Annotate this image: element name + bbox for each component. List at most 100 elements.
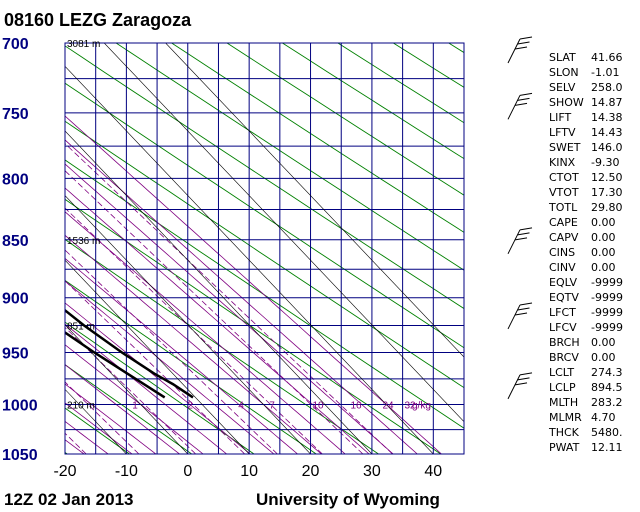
- index-value: 0.00: [591, 351, 616, 364]
- mixing-ratio-label: 4: [238, 401, 244, 412]
- index-value: -9999: [591, 321, 623, 334]
- index-row: SLAT 41.66: [549, 50, 629, 65]
- index-row: LFCT -9999: [549, 305, 629, 320]
- index-value: 14.87: [591, 96, 623, 109]
- index-row: CAPE 0.00: [549, 215, 629, 230]
- index-value: 283.2: [591, 396, 623, 409]
- index-row: SWET 146.0: [549, 140, 629, 155]
- index-value: -9999: [591, 291, 623, 304]
- dry-adiabat-line: [282, 43, 464, 160]
- wind-barb: [507, 372, 533, 400]
- index-value: 0.00: [591, 261, 616, 274]
- dry-adiabat-line: [65, 279, 317, 454]
- moist-adiabat-line: [65, 211, 346, 454]
- height-label: 210 m: [67, 401, 95, 412]
- index-row: MLMR 4.70: [549, 410, 629, 425]
- mixing-ratio-label: g/kg: [412, 401, 431, 412]
- index-value: 12.11: [591, 441, 623, 454]
- index-key: THCK: [549, 426, 579, 439]
- index-row: LIFT 14.38: [549, 110, 629, 125]
- index-key: CTOT: [549, 171, 579, 184]
- isotherm-line: [65, 324, 189, 454]
- temperature-tick-label: 20: [302, 463, 320, 480]
- index-row: SELV 258.0: [549, 80, 629, 95]
- isotherm-line: [65, 65, 434, 454]
- index-key: VTOT: [549, 186, 579, 199]
- height-label: 3081 m: [67, 39, 100, 50]
- grid-lines: [65, 43, 464, 454]
- observation-time: 12Z 02 Jan 2013: [4, 490, 134, 509]
- pressure-tick-label: 850: [2, 233, 29, 250]
- pressure-tick-label: 750: [2, 106, 29, 123]
- pressure-tick-label: 900: [2, 291, 29, 308]
- index-row: KINX -9.30: [549, 155, 629, 170]
- mixing-ratio-label: 32: [404, 401, 416, 412]
- index-key: EQLV: [549, 276, 578, 289]
- chart-labels: 700 750 800 850 900 950 1000 1050 -20 -10 0 10 20 30 4…: [2, 36, 442, 480]
- isotherm-line: [65, 259, 250, 454]
- mixing-ratio-line: [65, 249, 278, 454]
- temperature-tick-label: 40: [424, 463, 442, 480]
- index-row: CINV 0.00: [549, 260, 629, 275]
- index-key: LCLT: [549, 366, 575, 379]
- dry-adiabat-line: [65, 364, 192, 454]
- mixing-ratio-line: [65, 170, 364, 454]
- index-value: -1.01: [591, 66, 620, 79]
- index-row: LCLT 274.3: [549, 365, 629, 380]
- index-value: -9999: [591, 306, 623, 319]
- index-row: PWAT 12.11: [549, 440, 629, 455]
- index-value: -9999: [591, 276, 623, 289]
- index-row: MLTH 283.2: [549, 395, 629, 410]
- index-row: THCK 5480.: [549, 425, 629, 440]
- index-value: 5480.: [591, 426, 623, 439]
- index-key: CAPV: [549, 231, 579, 244]
- index-value: 17.30: [591, 186, 623, 199]
- index-value: 894.5: [591, 381, 623, 394]
- index-key: LIFT: [549, 111, 572, 124]
- index-key: TOTL: [549, 201, 578, 214]
- moist-adiabat-line: [65, 257, 298, 454]
- mixing-ratio-line: [65, 326, 196, 454]
- index-key: SHOW: [549, 96, 584, 109]
- mixing-ratio-line: [65, 207, 323, 454]
- index-key: CINS: [549, 246, 576, 259]
- moist-adiabat-line: [65, 364, 180, 454]
- index-row: LFCV -9999: [549, 320, 629, 335]
- moist-adiabat-line: [65, 302, 251, 454]
- index-row: LCLP 894.5: [549, 380, 629, 395]
- pressure-tick-label: 700: [2, 36, 29, 53]
- pressure-tick-label: 950: [2, 346, 29, 363]
- height-label: 1536 m: [67, 236, 100, 247]
- wind-barb: [507, 92, 533, 120]
- index-value: 14.38: [591, 111, 623, 124]
- mixing-ratio-label: 24: [382, 401, 394, 412]
- wind-barb: [507, 36, 533, 64]
- moist-adiabat-line: [65, 383, 157, 454]
- index-key: SWET: [549, 141, 581, 154]
- index-value: -9.30: [591, 156, 620, 169]
- dry-adiabat-line: [65, 321, 255, 454]
- isotherm-line: [65, 130, 373, 454]
- index-row: SHOW 14.87: [549, 95, 629, 110]
- index-value: 29.80: [591, 201, 623, 214]
- index-value: 12.50: [591, 171, 623, 184]
- index-row: LFTV 14.43: [549, 125, 629, 140]
- mixing-ratio-label: 16: [350, 401, 362, 412]
- isotherm-line: [65, 195, 311, 454]
- wind-barb: [507, 227, 533, 255]
- mixing-ratio-line: [65, 143, 393, 454]
- moist-adiabat-line: [65, 115, 442, 454]
- stability-indices: SLAT 41.66 SLON -1.01 SELV 258.0 SHOW 14.87 LIFT…: [549, 50, 629, 455]
- index-key: MLMR: [549, 411, 582, 424]
- dry-adiabat-line: [226, 43, 464, 196]
- index-key: LCLP: [549, 381, 576, 394]
- index-key: PWAT: [549, 441, 580, 454]
- moist-adiabat-line: [65, 280, 275, 454]
- mixing-ratio-line: [65, 280, 245, 454]
- isotherm-line: [165, 43, 464, 358]
- temperature-tick-label: 0: [183, 463, 192, 480]
- temperature-tick-label: -20: [53, 463, 76, 480]
- dry-adiabat-line: [65, 120, 464, 389]
- index-key: LFTV: [549, 126, 576, 139]
- temperature-tick-label: -10: [115, 463, 138, 480]
